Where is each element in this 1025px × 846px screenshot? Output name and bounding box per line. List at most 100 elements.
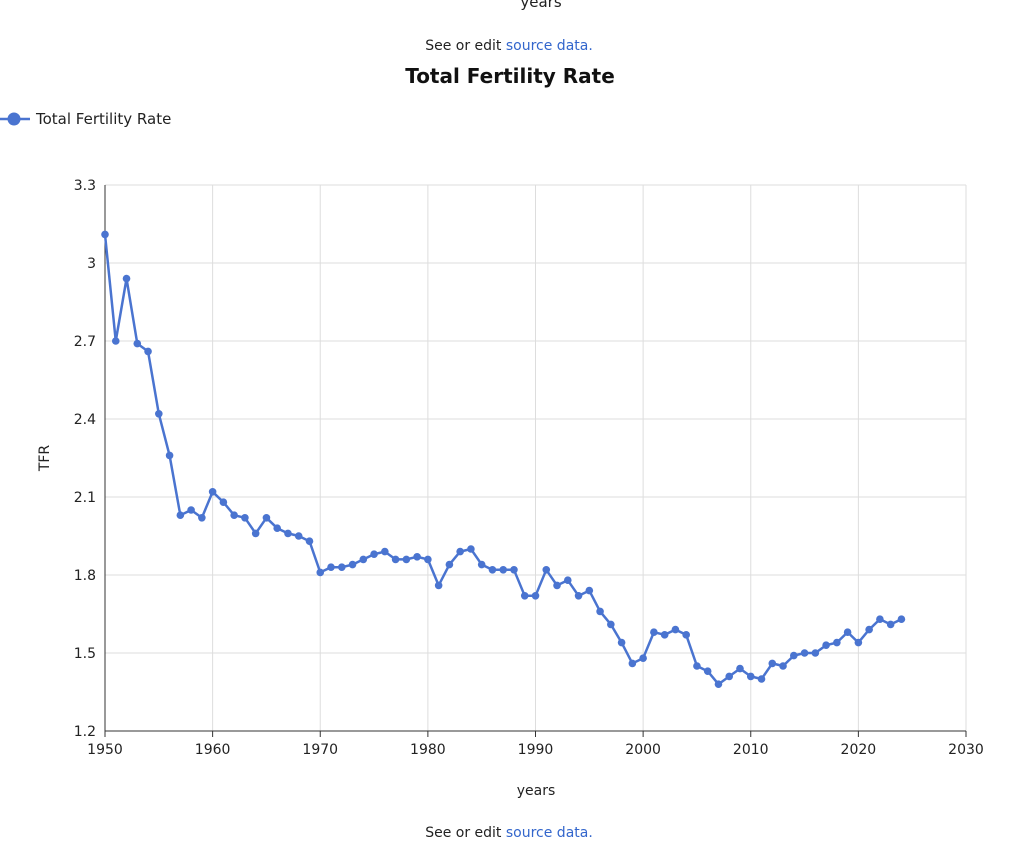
data-point xyxy=(111,337,120,345)
data-point xyxy=(703,667,712,675)
data-point xyxy=(897,615,906,623)
data-point xyxy=(122,274,131,283)
source-caption-top: See or edit source data. xyxy=(0,38,1018,54)
data-point xyxy=(671,625,680,634)
legend-item[interactable]: Total Fertility Rate xyxy=(0,108,171,130)
y-tick-label: 1.5 xyxy=(74,646,96,662)
data-point xyxy=(617,638,626,647)
data-point xyxy=(155,410,163,418)
data-point xyxy=(811,649,820,657)
data-point xyxy=(520,592,529,600)
data-point xyxy=(553,581,561,590)
data-point xyxy=(176,511,185,519)
y-tick-label: 3 xyxy=(87,256,96,272)
data-point xyxy=(488,566,497,574)
x-tick-label: 2010 xyxy=(733,742,769,758)
data-point xyxy=(305,537,314,545)
data-point xyxy=(434,581,443,590)
data-point xyxy=(682,631,690,639)
data-point xyxy=(585,586,594,595)
x-tick-label: 1990 xyxy=(518,742,554,758)
y-tick-label: 1.2 xyxy=(74,724,96,740)
data-point xyxy=(337,563,346,571)
data-point xyxy=(187,506,195,514)
data-point xyxy=(230,511,238,519)
data-point xyxy=(348,560,357,569)
y-tick-label: 2.7 xyxy=(74,334,96,350)
legend-marker-icon xyxy=(0,112,30,126)
data-point xyxy=(262,514,271,522)
x-tick-label: 2020 xyxy=(841,742,877,758)
data-point xyxy=(660,631,669,639)
data-point xyxy=(574,592,583,600)
series-total-fertility-rate xyxy=(101,230,906,688)
data-point xyxy=(746,672,755,681)
data-point xyxy=(294,532,303,540)
caption-prefix: See or edit xyxy=(425,825,506,841)
data-point xyxy=(736,664,744,673)
data-point xyxy=(865,625,873,634)
x-tick-label: 1980 xyxy=(410,742,446,758)
data-point xyxy=(833,638,841,647)
data-point xyxy=(445,560,454,569)
data-point xyxy=(563,576,572,584)
y-axis-title: TFR xyxy=(37,445,53,473)
data-point xyxy=(542,566,551,574)
legend-label: Total Fertility Rate xyxy=(36,110,172,128)
data-point xyxy=(381,547,389,556)
data-point xyxy=(370,550,378,558)
data-point xyxy=(725,672,734,681)
data-point xyxy=(133,339,142,348)
data-point xyxy=(596,607,604,616)
data-point xyxy=(693,662,701,670)
y-tick-label: 3.3 xyxy=(74,178,96,194)
data-point xyxy=(402,555,411,564)
y-tick-label: 2.4 xyxy=(74,412,96,428)
data-point xyxy=(510,566,518,574)
x-tick-label: 1950 xyxy=(87,742,123,758)
data-point xyxy=(876,615,884,623)
axes xyxy=(104,185,967,737)
chart-title: Total Fertility Rate xyxy=(405,64,615,88)
data-point xyxy=(779,662,787,670)
source-data-link[interactable]: source data. xyxy=(505,825,593,841)
data-point xyxy=(316,568,325,577)
data-point xyxy=(467,545,475,553)
source-data-link[interactable]: source data. xyxy=(505,38,593,54)
x-tick-label: 2030 xyxy=(948,742,984,758)
x-tick-label: 2000 xyxy=(625,742,661,758)
data-point xyxy=(650,628,658,636)
data-point xyxy=(768,659,777,668)
caption-prefix: See or edit xyxy=(425,38,506,54)
data-point xyxy=(822,641,830,649)
source-caption-bottom: See or edit source data. xyxy=(0,825,1018,841)
data-point xyxy=(101,230,109,239)
tick-labels: 1.2 1.5 1.8 2.1 2.4 2.7 3 3.3 1950 1960 1970 1980 19… xyxy=(74,178,984,758)
data-point xyxy=(456,547,464,556)
data-point xyxy=(208,488,217,496)
data-point xyxy=(477,560,486,569)
data-point xyxy=(198,514,206,522)
data-point xyxy=(273,524,282,532)
data-point xyxy=(639,654,647,662)
data-point xyxy=(241,514,249,522)
data-point xyxy=(391,555,400,564)
data-point xyxy=(843,628,852,636)
data-point xyxy=(531,592,540,600)
x-tick-label: 1970 xyxy=(302,742,338,758)
clipped-x-axis-title: years xyxy=(520,0,562,11)
data-point xyxy=(413,553,421,561)
data-point xyxy=(628,659,637,668)
series-line xyxy=(103,234,902,686)
data-point xyxy=(714,680,723,688)
data-point xyxy=(854,638,863,647)
x-tick-label: 1960 xyxy=(195,742,231,758)
data-point xyxy=(757,675,766,683)
data-point xyxy=(144,347,152,356)
data-point xyxy=(424,555,432,564)
data-point xyxy=(790,651,798,660)
data-point xyxy=(219,498,228,507)
gridlines xyxy=(104,184,967,732)
data-point xyxy=(886,620,895,629)
